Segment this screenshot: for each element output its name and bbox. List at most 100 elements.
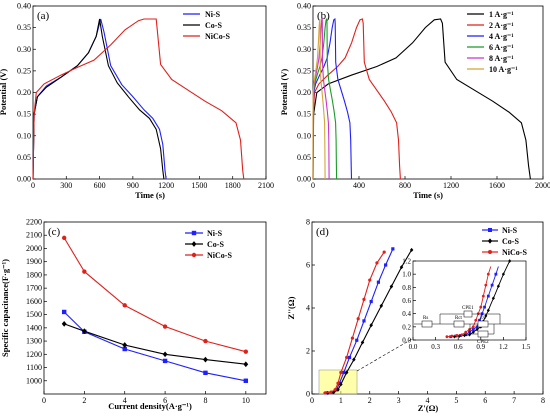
legend-label-ni-s: Ni-S bbox=[205, 10, 221, 19]
inset-data-point bbox=[471, 330, 475, 334]
y-tick-label: 0.20 bbox=[17, 88, 31, 97]
x-tick-label: 0.9 bbox=[476, 343, 485, 351]
inset-data-point bbox=[471, 325, 475, 329]
data-point bbox=[82, 269, 87, 274]
panel-a-tag: (a) bbox=[37, 10, 50, 22]
inset-data-point bbox=[508, 259, 512, 263]
inset-data-point bbox=[454, 334, 458, 338]
panel-c-ylabel: Specific capacitance(F·g⁻¹) bbox=[0, 259, 10, 357]
inset-data-point bbox=[464, 330, 468, 334]
inset-data-point bbox=[462, 333, 467, 338]
legend-marker bbox=[191, 252, 197, 258]
inset-data-point bbox=[484, 283, 488, 287]
panel-a-series bbox=[32, 18, 245, 180]
legend-label: Ni-S bbox=[207, 229, 223, 238]
series-line-co-s bbox=[64, 323, 246, 365]
series-line-rate bbox=[312, 18, 531, 180]
y-tick-label: 0.2 bbox=[402, 323, 411, 331]
x-tick-label: 2 bbox=[368, 396, 372, 405]
panel-b-ticks: 0 400 800 1200 1600 2000 0.00 0.05 0.10 0.15 0.20 0… bbox=[297, 2, 550, 191]
y-tick-label: 0.40 bbox=[297, 2, 311, 11]
y-tick-label: 0.10 bbox=[297, 131, 311, 140]
y-tick-label: 1600 bbox=[26, 297, 42, 306]
data-point bbox=[384, 263, 388, 267]
x-tick-label: 2 bbox=[82, 396, 86, 405]
series-line-nico-s bbox=[63, 237, 246, 353]
y-tick-label: 0.00 bbox=[17, 175, 31, 184]
inset-series bbox=[445, 259, 512, 339]
data-point bbox=[399, 265, 404, 270]
inset-data-point bbox=[475, 325, 479, 329]
data-point bbox=[329, 390, 333, 394]
legend-marker bbox=[487, 238, 493, 244]
y-tick-label: 0.00 bbox=[297, 175, 311, 184]
data-point bbox=[162, 324, 168, 329]
data-point bbox=[122, 342, 128, 348]
data-point bbox=[339, 370, 343, 375]
data-point bbox=[162, 351, 168, 358]
circuit-label-rct: Rct bbox=[455, 316, 463, 321]
x-tick-label: 0 bbox=[31, 181, 35, 190]
panel-a-xlabel: Time (s) bbox=[135, 190, 165, 200]
circuit-label-cpe1: CPE1 bbox=[462, 306, 474, 311]
data-point bbox=[356, 317, 360, 321]
x-tick-label: 1.5 bbox=[522, 343, 531, 351]
x-tick-label: 0.0 bbox=[409, 343, 418, 351]
data-point bbox=[336, 387, 340, 392]
x-tick-label: 0 bbox=[42, 396, 46, 405]
inset-data-point bbox=[501, 272, 505, 276]
y-tick-label: 0.0 bbox=[402, 337, 411, 345]
x-tick-label: 600 bbox=[94, 181, 106, 190]
inset-data-point bbox=[480, 312, 484, 316]
inset-data-point bbox=[478, 318, 481, 322]
data-point bbox=[243, 361, 249, 368]
inset-data-point bbox=[484, 314, 488, 318]
x-tick-label: 1.2 bbox=[499, 343, 508, 351]
inset-data-point bbox=[486, 308, 490, 313]
panel-b-xlabel: Time (s) bbox=[413, 190, 443, 200]
y-tick-label: 1000 bbox=[26, 376, 42, 385]
data-point bbox=[352, 357, 356, 362]
y-tick-label: 1500 bbox=[26, 310, 42, 319]
x-tick-label: 400 bbox=[353, 181, 365, 190]
legend-label: Co-S bbox=[207, 240, 224, 249]
panel-d: (d) Z'(Ω) Z''(Ω) 0 1 2 3 4 5 6 7 8 0 2 4 6 8 Ni-S Co-S… bbox=[286, 218, 545, 414]
y-tick-label: 1100 bbox=[26, 363, 42, 372]
inset-data-point bbox=[494, 272, 498, 276]
x-tick-label: 1600 bbox=[489, 181, 505, 190]
x-tick-label: 8 bbox=[203, 396, 207, 405]
legend-label: 6 A·g⁻¹ bbox=[489, 43, 514, 52]
data-point bbox=[336, 381, 340, 385]
y-tick-label: 1200 bbox=[26, 350, 42, 359]
legend-label: 8 A·g⁻¹ bbox=[489, 54, 514, 63]
y-tick-label: 0.6 bbox=[402, 297, 411, 305]
data-point bbox=[369, 299, 373, 304]
y-tick-label: 0.15 bbox=[297, 110, 311, 119]
inset-data-point bbox=[459, 333, 463, 337]
data-point bbox=[323, 391, 327, 395]
y-tick-label: 0.05 bbox=[297, 153, 311, 162]
data-point bbox=[61, 321, 67, 327]
circuit-label-cpe2: CPE2 bbox=[477, 340, 489, 345]
panel-d-series bbox=[323, 247, 414, 396]
inset-data-point bbox=[471, 328, 475, 331]
inset-data-point bbox=[481, 294, 485, 298]
panel-c-legend: Ni-S Co-S NiCo-S bbox=[185, 229, 232, 260]
data-point bbox=[379, 303, 384, 308]
equivalent-circuit: Rs CPE1 Rct Zw CPE2 bbox=[414, 306, 525, 345]
x-tick-label: 1200 bbox=[158, 181, 174, 190]
data-point bbox=[344, 370, 349, 375]
series-line-rate bbox=[312, 18, 401, 180]
y-tick-label: 0.05 bbox=[17, 153, 31, 162]
legend-label: 10 A·g⁻¹ bbox=[489, 65, 518, 74]
inset-data-point bbox=[490, 283, 494, 287]
x-tick-label: 800 bbox=[399, 181, 411, 190]
y-tick-label: 0.35 bbox=[297, 23, 311, 32]
panel-d-tag: (d) bbox=[316, 226, 329, 238]
inset-data-point bbox=[486, 272, 490, 276]
data-point bbox=[331, 390, 336, 395]
legend-marker bbox=[488, 228, 492, 232]
data-point bbox=[162, 358, 168, 364]
inset-data-point bbox=[475, 327, 479, 332]
panel-a-frame bbox=[32, 5, 267, 180]
